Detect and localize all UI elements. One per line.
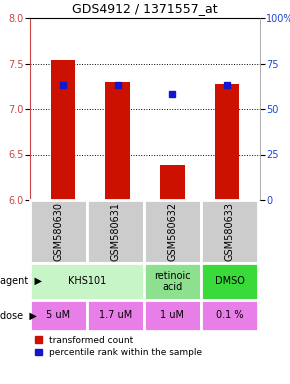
Text: agent  ▶: agent ▶ <box>0 276 42 286</box>
Text: KHS101: KHS101 <box>68 276 106 286</box>
Bar <box>144 300 201 331</box>
Text: GSM580633: GSM580633 <box>224 202 235 261</box>
Bar <box>160 166 185 200</box>
Bar <box>201 263 258 300</box>
Text: 5 uM: 5 uM <box>46 311 70 321</box>
Bar <box>30 263 144 300</box>
Text: GSM580632: GSM580632 <box>168 202 177 261</box>
Bar <box>50 60 75 200</box>
Bar <box>144 200 201 263</box>
Bar <box>201 300 258 331</box>
Text: 1 uM: 1 uM <box>160 311 184 321</box>
Text: DMSO: DMSO <box>215 276 244 286</box>
Text: GSM580630: GSM580630 <box>53 202 64 261</box>
Text: dose  ▶: dose ▶ <box>0 311 37 321</box>
Bar <box>30 200 87 263</box>
Bar <box>215 84 240 200</box>
Text: 0.1 %: 0.1 % <box>216 311 243 321</box>
Bar <box>30 300 87 331</box>
Text: GSM580631: GSM580631 <box>110 202 121 261</box>
Bar <box>87 300 144 331</box>
Bar <box>105 82 130 200</box>
Bar <box>87 200 144 263</box>
Legend: transformed count, percentile rank within the sample: transformed count, percentile rank withi… <box>35 336 202 357</box>
Text: 1.7 uM: 1.7 uM <box>99 311 132 321</box>
Text: GDS4912 / 1371557_at: GDS4912 / 1371557_at <box>72 2 218 15</box>
Bar <box>144 263 201 300</box>
Text: retinoic
acid: retinoic acid <box>154 271 191 292</box>
Bar <box>201 200 258 263</box>
